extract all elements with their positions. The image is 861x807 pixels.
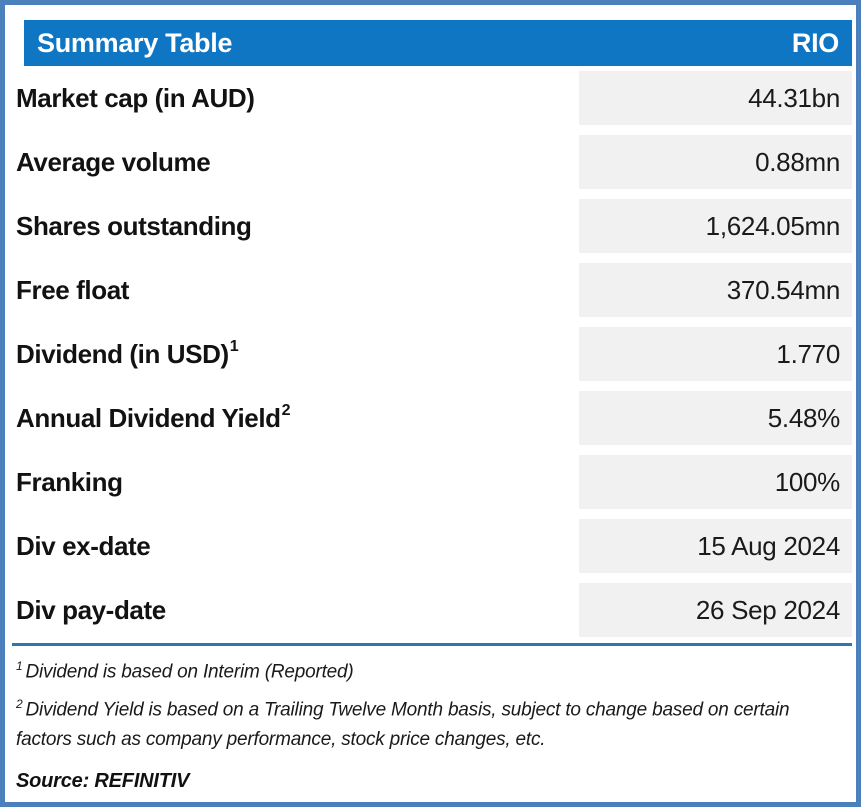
row-label: Annual Dividend Yield2 [16,401,291,433]
table-row-dividend: Dividend (in USD)1 1.770 [16,322,852,386]
row-value: 1,624.05mn [579,199,852,253]
ticker-symbol: RIO [791,27,839,58]
table-row-shares-outstanding: Shares outstanding 1,624.05mn [16,194,852,258]
footnote-2-marker: 2 [16,697,23,712]
table-header: Summary Table RIO [24,20,852,66]
footnote-2: 2 Dividend Yield is based on a Trailing T… [16,690,838,753]
row-value: 100% [579,455,852,509]
footnote-marker: 1 [229,337,239,355]
row-value: 370.54mn [579,263,852,317]
row-value: 26 Sep 2024 [579,583,852,637]
footnote-1-text: Dividend is based on Interim (Reported) [25,661,354,683]
row-value: 5.48% [579,391,852,445]
row-label: Franking [16,466,123,497]
table-row-franking: Franking 100% [16,450,852,514]
table-row-average-volume: Average volume 0.88mn [16,130,852,194]
row-label: Market cap (in AUD) [16,82,255,113]
footnote-marker: 2 [281,401,291,419]
table-row-div-ex-date: Div ex-date 15 Aug 2024 [16,514,852,578]
row-value: 0.88mn [579,135,852,189]
footnote-2-text: Dividend Yield is based on a Trailing Tw… [16,699,790,750]
row-value: 44.31bn [579,71,852,125]
table-title: Summary Table [37,27,233,58]
row-label: Dividend (in USD)1 [16,337,239,369]
table-row-free-float: Free float 370.54mn [16,258,852,322]
row-label: Average volume [16,146,211,177]
row-value: 15 Aug 2024 [579,519,852,573]
footnote-1-marker: 1 [16,659,23,673]
row-value: 1.770 [579,327,852,381]
table-row-annual-dividend-yield: Annual Dividend Yield2 5.48% [16,386,852,450]
table-body: Market cap (in AUD) 44.31bn Average volu… [16,66,852,642]
table-row-market-cap: Market cap (in AUD) 44.31bn [16,66,852,130]
table-bottom-rule [12,643,852,646]
footnotes: 1 Dividend is based on Interim (Reported)… [16,652,838,754]
row-label: Shares outstanding [16,210,252,241]
source-attribution: Source: REFINITIV [16,769,190,792]
row-label: Free float [16,274,130,305]
row-label: Div ex-date [16,530,151,561]
row-label: Div pay-date [16,594,166,625]
table-row-div-pay-date: Div pay-date 26 Sep 2024 [16,578,852,642]
footnote-1: 1 Dividend is based on Interim (Reported) [16,652,838,686]
